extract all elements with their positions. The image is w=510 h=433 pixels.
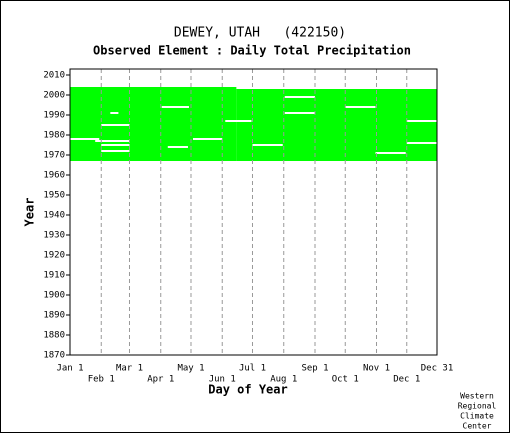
y-tick-label: 1940 (43, 211, 65, 221)
y-tick-label: 1960 (43, 171, 65, 181)
x-tick-label: Sep 1 (301, 364, 328, 374)
y-tick-label: 1920 (43, 251, 65, 261)
x-tick-label: Dec 1 (393, 375, 420, 385)
missing-gap (252, 144, 283, 146)
x-tick-label: Apr 1 (147, 375, 174, 385)
x-tick-label: Oct 1 (332, 375, 359, 385)
x-tick-label: Feb 1 (88, 375, 115, 385)
y-axis-label: Year (23, 198, 37, 227)
missing-gap (95, 140, 130, 142)
credit: Center (463, 422, 492, 431)
y-tick-label: 1900 (43, 291, 65, 301)
y-tick-label: 1980 (43, 131, 65, 141)
chart-title: DEWEY, UTAH (422150) (174, 26, 346, 41)
y-tick-label: 1930 (43, 231, 65, 241)
credit: Western (460, 392, 494, 401)
missing-gap (101, 124, 130, 126)
missing-gap (284, 112, 316, 114)
y-tick-label: 1890 (43, 311, 65, 321)
credit: Climate (460, 412, 494, 421)
missing-gap (375, 152, 406, 154)
y-tick-label: 1880 (43, 331, 65, 341)
chart-subtitle: Observed Element : Daily Total Precipita… (93, 44, 411, 58)
missing-gap (284, 96, 316, 98)
missing-gap (225, 120, 252, 122)
missing-gap (193, 138, 223, 140)
credit: Regional (458, 402, 497, 411)
y-tick-label: 2000 (43, 91, 65, 101)
missing-gap (161, 106, 189, 108)
x-tick-label: Jun 1 (209, 375, 236, 385)
missing-gap (406, 120, 437, 122)
y-tick-label: 1910 (43, 271, 65, 281)
x-tick-label: Mar 1 (116, 364, 143, 374)
missing-gap (406, 142, 437, 144)
missing-gap (101, 144, 130, 146)
missing-gap (345, 106, 376, 108)
y-tick-label: 2010 (43, 71, 65, 81)
missing-gap (110, 112, 119, 114)
x-axis-label: Day of Year (208, 383, 287, 397)
missing-gap (70, 138, 100, 140)
x-tick-label: Aug 1 (270, 375, 297, 385)
y-tick-label: 1870 (43, 351, 65, 361)
y-tick-label: 1950 (43, 191, 65, 201)
missing-gap (101, 150, 130, 152)
x-tick-label: May 1 (177, 364, 204, 374)
plot-border (69, 68, 438, 356)
x-tick-label: Jan 1 (56, 364, 83, 374)
missing-gap (167, 146, 188, 148)
x-tick-label: Dec 31 (421, 364, 454, 374)
coverage-block (236, 89, 437, 161)
x-tick-label: Jul 1 (239, 364, 266, 374)
y-tick-label: 1990 (43, 111, 65, 121)
coverage-block (70, 87, 237, 161)
y-tick-label: 1970 (43, 151, 65, 161)
x-tick-label: Nov 1 (363, 364, 390, 374)
